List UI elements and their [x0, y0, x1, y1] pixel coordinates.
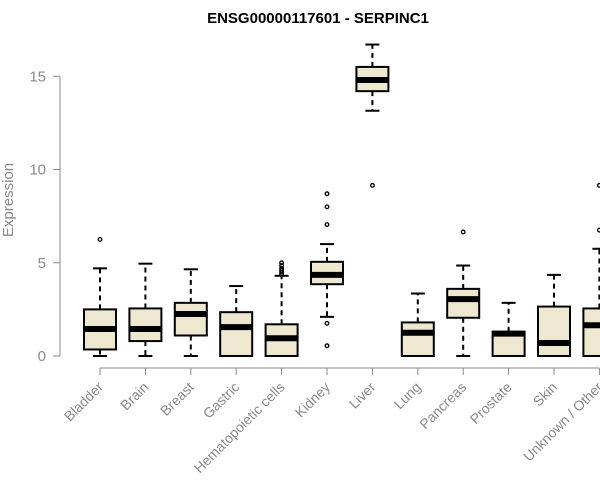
outlier-point: [324, 343, 330, 349]
y-tick-label: 5: [38, 255, 46, 272]
x-tick-label: Bladder: [61, 379, 107, 425]
x-tick-label: Hematopoietic cells: [191, 379, 288, 476]
outlier-point: [324, 222, 330, 227]
box-breast: [173, 268, 208, 357]
x-tick-label: Pancreas: [416, 379, 469, 432]
box-rect: [537, 305, 571, 358]
box-rect: [128, 307, 163, 343]
box-kidney: [310, 191, 344, 349]
outlier-point: [324, 320, 330, 326]
chart-title: ENSG00000117601 - SERPINC1: [207, 10, 429, 27]
box-rect: [582, 307, 600, 358]
outlier-point: [596, 227, 600, 233]
outlier-point: [460, 229, 466, 235]
x-tick-label: Liver: [346, 379, 379, 412]
box-liver: [355, 43, 390, 188]
box-rect: [400, 321, 435, 357]
outlier-point: [279, 267, 285, 273]
box-rect: [219, 311, 254, 357]
y-tick-label: 10: [29, 162, 46, 179]
box-unknown-other: [582, 182, 600, 358]
box-lung: [400, 292, 435, 357]
x-tick-label: Kidney: [292, 379, 334, 421]
outlier-point: [324, 191, 330, 197]
x-tick-label: Prostate: [467, 379, 515, 427]
x-tick-label: Breast: [157, 379, 197, 419]
box-bladder: [83, 236, 117, 357]
outlier-point: [369, 182, 375, 188]
y-tick-label: 0: [38, 348, 46, 365]
x-tick-label: Brain: [117, 379, 151, 413]
box-brain: [128, 262, 163, 357]
outlier-point: [279, 260, 285, 266]
outlier-point: [279, 263, 285, 268]
y-tick-label: 15: [29, 68, 46, 85]
box-rect: [173, 301, 208, 337]
outlier-point: [97, 236, 103, 242]
boxes-group: [83, 43, 600, 358]
x-tick-label: Unknown / Other: [520, 379, 600, 465]
box-pancreas: [446, 229, 481, 357]
outlier-point: [279, 265, 285, 271]
outlier-point: [324, 204, 330, 210]
y-axis-label: Expression: [0, 163, 17, 237]
box-hematopoietic-cells: [264, 260, 299, 358]
box-gastric: [219, 285, 254, 357]
x-tick-label: Lung: [391, 379, 424, 412]
x-tick-label: Gastric: [200, 379, 243, 422]
outlier-point: [596, 182, 600, 188]
box-rect: [446, 287, 481, 319]
box-skin: [537, 273, 571, 358]
x-tick-label: Skin: [530, 379, 561, 410]
box-prostate: [491, 301, 526, 358]
